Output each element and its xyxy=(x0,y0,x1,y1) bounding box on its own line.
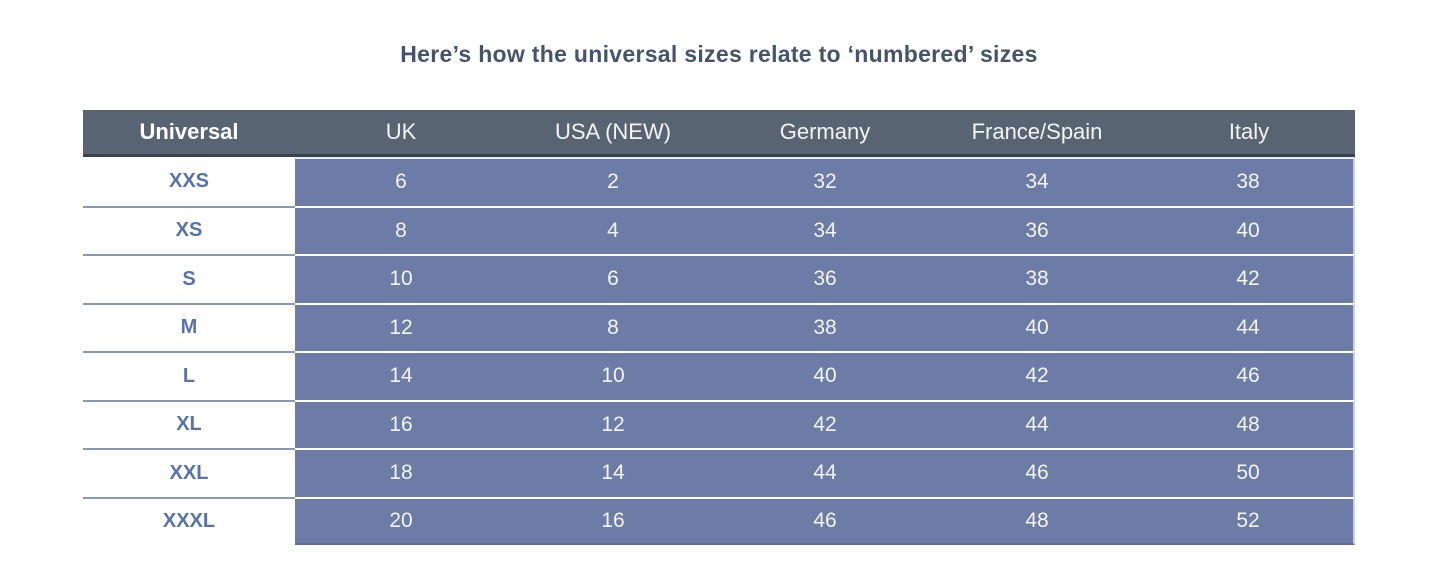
size-value-france-spain: 34 xyxy=(931,157,1143,206)
header-cell-germany: Germany xyxy=(779,119,871,144)
table-row: XXS 6 2 32 34 38 xyxy=(83,157,1355,206)
size-value-germany: 38 xyxy=(719,302,931,351)
table-row: S 10 6 36 38 42 xyxy=(83,254,1355,303)
size-value-france-spain: 48 xyxy=(931,496,1143,545)
size-value-france-spain: 44 xyxy=(931,399,1143,448)
size-conversion-table: Universal UK USA (NEW) Germany France/Sp… xyxy=(83,110,1355,545)
size-value-usa: 16 xyxy=(507,496,719,545)
size-value-uk: 14 xyxy=(295,351,507,400)
size-value-france-spain: 36 xyxy=(931,205,1143,254)
row-label: XXS xyxy=(83,157,295,206)
table-header-row: Universal UK USA (NEW) Germany France/Sp… xyxy=(83,110,1355,157)
size-value-france-spain: 46 xyxy=(931,448,1143,497)
header-cell-italy: Italy xyxy=(1228,119,1270,144)
table-row: XXXL 20 16 46 48 52 xyxy=(83,496,1355,545)
row-label: XS xyxy=(83,205,295,254)
table-row: XL 16 12 42 44 48 xyxy=(83,399,1355,448)
table-row: XXL 18 14 44 46 50 xyxy=(83,448,1355,497)
page-title: Here’s how the universal sizes relate to… xyxy=(400,41,1038,67)
row-label: XL xyxy=(83,399,295,448)
size-value-uk: 16 xyxy=(295,399,507,448)
size-value-usa: 10 xyxy=(507,351,719,400)
size-value-uk: 10 xyxy=(295,254,507,303)
size-value-italy: 52 xyxy=(1143,496,1355,545)
size-value-usa: 4 xyxy=(507,205,719,254)
size-value-germany: 46 xyxy=(719,496,931,545)
table-body: XXS 6 2 32 34 38 XS 8 4 34 36 40 S 10 6 … xyxy=(83,157,1355,545)
table-row: L 14 10 40 42 46 xyxy=(83,351,1355,400)
size-value-uk: 20 xyxy=(295,496,507,545)
size-value-italy: 48 xyxy=(1143,399,1355,448)
size-value-germany: 44 xyxy=(719,448,931,497)
size-value-italy: 40 xyxy=(1143,205,1355,254)
table-row: M 12 8 38 40 44 xyxy=(83,302,1355,351)
size-value-usa: 2 xyxy=(507,157,719,206)
size-value-usa: 6 xyxy=(507,254,719,303)
size-value-france-spain: 38 xyxy=(931,254,1143,303)
size-value-italy: 46 xyxy=(1143,351,1355,400)
header-cell-france-spain: France/Spain xyxy=(971,119,1103,144)
size-value-italy: 38 xyxy=(1143,157,1355,206)
size-value-france-spain: 40 xyxy=(931,302,1143,351)
header-cell-universal: Universal xyxy=(139,119,239,144)
row-label: XXXL xyxy=(83,496,295,545)
size-value-italy: 42 xyxy=(1143,254,1355,303)
size-value-uk: 12 xyxy=(295,302,507,351)
size-value-italy: 44 xyxy=(1143,302,1355,351)
size-value-usa: 12 xyxy=(507,399,719,448)
header-cell-usa-new: USA (NEW) xyxy=(554,119,672,144)
size-value-uk: 8 xyxy=(295,205,507,254)
size-value-italy: 50 xyxy=(1143,448,1355,497)
size-value-germany: 42 xyxy=(719,399,931,448)
row-label: L xyxy=(83,351,295,400)
row-label: XXL xyxy=(83,448,295,497)
size-value-germany: 32 xyxy=(719,157,931,206)
size-value-france-spain: 42 xyxy=(931,351,1143,400)
size-value-germany: 34 xyxy=(719,205,931,254)
size-value-germany: 40 xyxy=(719,351,931,400)
table-row: XS 8 4 34 36 40 xyxy=(83,205,1355,254)
size-value-germany: 36 xyxy=(719,254,931,303)
size-value-uk: 18 xyxy=(295,448,507,497)
header-cell-uk: UK xyxy=(385,119,417,144)
size-value-usa: 8 xyxy=(507,302,719,351)
row-label: S xyxy=(83,254,295,303)
size-value-usa: 14 xyxy=(507,448,719,497)
row-label: M xyxy=(83,302,295,351)
size-value-uk: 6 xyxy=(295,157,507,206)
